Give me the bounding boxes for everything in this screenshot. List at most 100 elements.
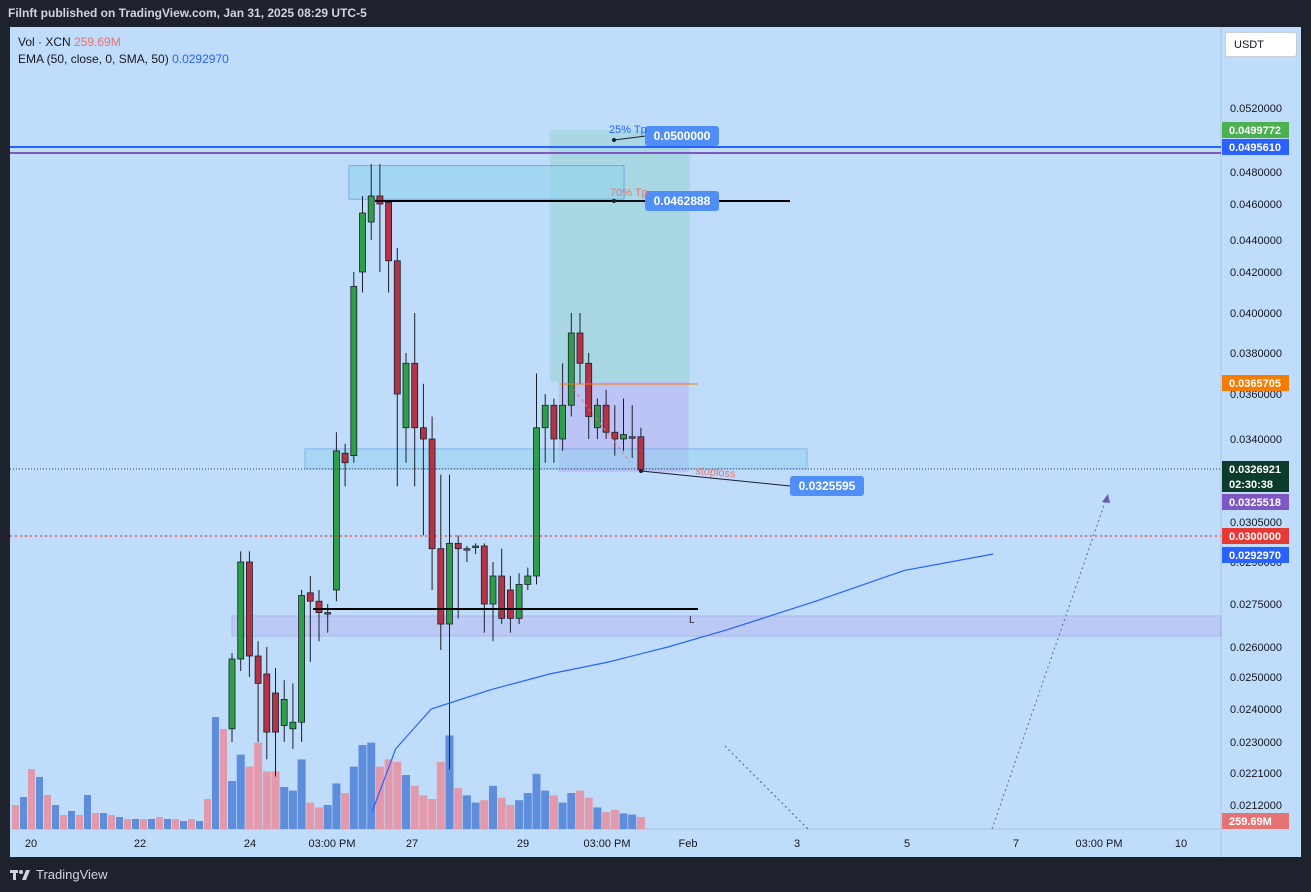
candle-body xyxy=(550,404,558,440)
volume-bar xyxy=(419,795,428,829)
price-tag-label: 0.0292970 xyxy=(1229,550,1281,562)
price-tag-label: 0.0499772 xyxy=(1229,125,1281,137)
supply-zone-top xyxy=(348,165,625,200)
time-tick-label: 03:00 PM xyxy=(583,838,630,850)
time-tick-label: Feb xyxy=(679,838,698,850)
volume-bar xyxy=(445,735,454,829)
tradingview-logo[interactable]: TradingView xyxy=(10,867,108,882)
legend-ema-value: 0.0292970 xyxy=(172,52,229,66)
candle-body xyxy=(506,589,514,619)
legend-volume-label: Vol · XCN xyxy=(18,35,71,49)
candle-body xyxy=(263,673,271,733)
volume-bar xyxy=(288,790,297,829)
price-tick-label: 0.0400000 xyxy=(1230,308,1282,320)
support-zone-low xyxy=(231,615,1222,637)
volume-bar xyxy=(196,821,203,829)
time-tick-label: 27 xyxy=(406,838,418,850)
volume-bar xyxy=(576,790,584,829)
volume-bar xyxy=(523,793,532,829)
candle-body xyxy=(428,438,436,550)
currency-button[interactable]: USDT xyxy=(1225,32,1297,57)
tradingview-brand: TradingView xyxy=(36,867,108,882)
volume-bar xyxy=(593,807,602,829)
volume-bar xyxy=(349,766,358,829)
tp1-connector xyxy=(613,135,647,141)
candle-body xyxy=(620,434,627,440)
price-tag-box xyxy=(1222,528,1289,544)
candle-body xyxy=(602,404,610,433)
volume-bar xyxy=(532,773,541,829)
volume-bar xyxy=(271,771,280,829)
volume-bar xyxy=(619,813,628,829)
price-tick-label: 0.0480000 xyxy=(1230,167,1282,179)
volume-bar xyxy=(323,805,332,829)
legend-ema-label: EMA (50, close, 0, SMA, 50) xyxy=(18,52,169,66)
volume-bar xyxy=(52,805,59,829)
publisher-header: Filnft published on TradingView.com, Jan… xyxy=(0,0,1311,27)
time-tick-label: 10 xyxy=(1175,838,1187,850)
volume-bar xyxy=(489,785,497,829)
stoploss-label: stoploss xyxy=(695,465,737,481)
tp1-label: 25% Tp xyxy=(609,124,647,136)
price-tag-box xyxy=(1222,139,1289,155)
stoploss-price-label: 0.0325595 xyxy=(799,479,856,493)
volume-bar xyxy=(515,800,524,829)
volume-bar xyxy=(140,819,147,829)
candle-body xyxy=(567,332,575,406)
volume-bar xyxy=(254,742,263,829)
price-tag-label: 0.0325518 xyxy=(1229,497,1281,509)
volume-bar xyxy=(132,819,139,829)
volume-bar xyxy=(44,795,51,829)
volume-bar xyxy=(236,754,245,829)
volume-bar xyxy=(180,821,187,829)
time-tick-label: 03:00 PM xyxy=(308,838,355,850)
volume-bar xyxy=(262,771,271,829)
legend-volume: Vol · XCN 259.69M xyxy=(18,35,121,49)
volume-bar xyxy=(156,817,163,829)
price-tick-label: 0.0380000 xyxy=(1230,348,1282,360)
volume-bar xyxy=(367,742,376,829)
volume-bar xyxy=(228,781,236,829)
price-tick-label: 0.0340000 xyxy=(1230,434,1282,446)
price-tag-box xyxy=(1222,813,1289,829)
drawing-overlay: 0.0500000 0.0462888 0.0325595 25% Tp 70% Tp s… xyxy=(10,124,1221,830)
chart-background xyxy=(10,27,1221,829)
tp2-price-label: 0.0462888 xyxy=(654,194,711,208)
candle-body xyxy=(576,332,584,364)
volume-bar xyxy=(220,729,227,829)
volume-bar xyxy=(410,785,419,829)
candle-body xyxy=(315,600,323,614)
volume-bar xyxy=(172,819,179,829)
volume-bars xyxy=(12,717,645,829)
price-tag-box xyxy=(1222,122,1289,138)
candle-body xyxy=(411,362,419,429)
time-axis[interactable]: 20 22 24 03:00 PM 27 29 03:00 PM Feb 3 5 7 03:00 PM… xyxy=(25,838,1187,850)
volume-bar xyxy=(280,787,289,829)
candle-body xyxy=(393,260,401,395)
volume-bar xyxy=(188,819,195,829)
volume-bar xyxy=(558,802,567,829)
time-tick-label: 24 xyxy=(244,838,256,850)
volume-bar xyxy=(28,769,35,829)
tradingview-logo-icon xyxy=(10,868,30,882)
demand-zone-mid xyxy=(304,448,808,470)
volume-bar xyxy=(462,795,471,829)
volume-bar xyxy=(212,717,219,829)
time-tick-label: 03:00 PM xyxy=(1075,838,1122,850)
time-tick-label: 29 xyxy=(517,838,529,850)
tp1-price-label: 0.0500000 xyxy=(654,129,711,143)
candle-body xyxy=(437,548,445,625)
volume-bar xyxy=(108,815,115,829)
candle-body xyxy=(254,655,262,684)
price-tick-label: 0.0420000 xyxy=(1230,267,1282,279)
price-tick-label: 0.0520000 xyxy=(1230,103,1282,115)
price-tick-label: 0.0221000 xyxy=(1230,768,1282,780)
volume-bar xyxy=(541,790,550,829)
candle-body xyxy=(585,362,593,417)
candle-body xyxy=(341,452,349,464)
volume-bar xyxy=(68,811,75,829)
volume-bar xyxy=(384,759,393,829)
time-tick-label: 3 xyxy=(794,838,800,850)
tp1-dot xyxy=(612,138,616,142)
